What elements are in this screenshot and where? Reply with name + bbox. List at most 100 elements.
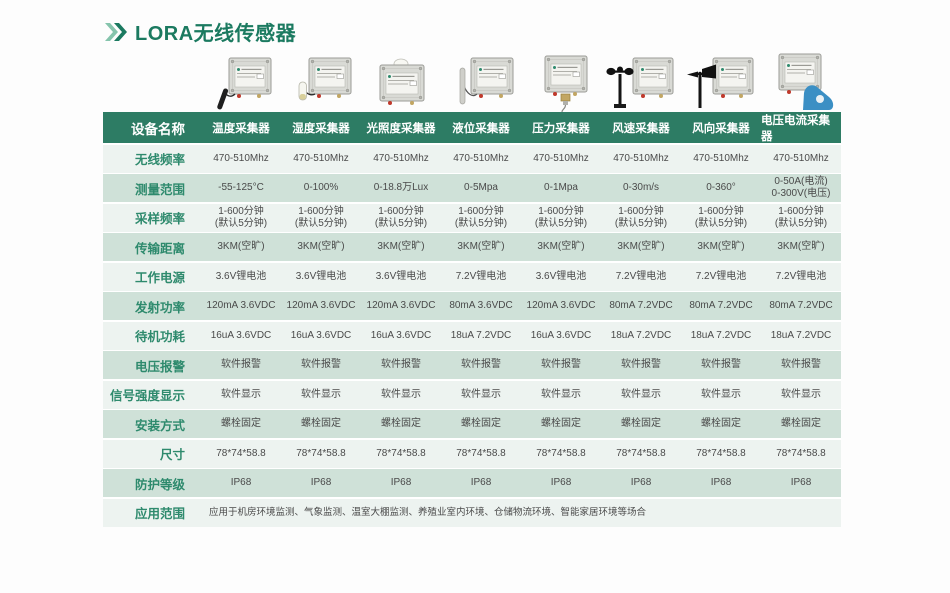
row-0-col-0: 470-510Mhz (201, 144, 281, 173)
row-8-col-3: 软件显示 (441, 380, 521, 409)
row-7-col-7: 软件报警 (761, 351, 841, 379)
row-5-col-2: 120mA 3.6VDC (361, 292, 441, 320)
wind-speed-collector-image (601, 48, 681, 112)
row-1-col-2: 0-18.8万Lux (361, 174, 441, 202)
row-11-col-2: IP68 (361, 469, 441, 497)
row-7-col-2: 软件报警 (361, 351, 441, 379)
row-8-col-4: 软件显示 (521, 380, 601, 409)
row-label-11: 防护等级 (103, 469, 201, 497)
row-8-col-7: 软件显示 (761, 380, 841, 409)
row-label-12: 应用范围 (103, 498, 201, 527)
row-3-col-0: 3KM(空旷) (201, 233, 281, 261)
row-7-col-5: 软件报警 (601, 351, 681, 379)
row-10-col-0: 78*74*58.8 (201, 439, 281, 468)
row-1-col-3: 0-5Mpa (441, 174, 521, 202)
row-6-col-6: 18uA 7.2VDC (681, 321, 761, 350)
row-5-col-5: 80mA 7.2VDC (601, 292, 681, 320)
light-collector-image (361, 48, 441, 112)
spec-table: 设备名称 温度采集器 湿度采集器 光照度采集器 液位采集器 压力采集器 风速采集器 风向采集器… (103, 112, 841, 527)
row-6-col-2: 16uA 3.6VDC (361, 321, 441, 350)
row-9-col-4: 螺栓固定 (521, 410, 601, 438)
row-10-col-3: 78*74*58.8 (441, 439, 521, 468)
row-0-col-6: 470-510Mhz (681, 144, 761, 173)
row-11-col-4: IP68 (521, 469, 601, 497)
row-9-col-3: 螺栓固定 (441, 410, 521, 438)
row-2-col-6: 1-600分钟 (默认5分钟) (681, 203, 761, 232)
header-2: 湿度采集器 (281, 112, 361, 143)
row-9-col-1: 螺栓固定 (281, 410, 361, 438)
row-11-col-1: IP68 (281, 469, 361, 497)
header-7: 风向采集器 (681, 112, 761, 143)
wind-direction-collector-image (681, 48, 761, 112)
row-1-col-0: -55-125°C (201, 174, 281, 202)
row-label-3: 传输距离 (103, 233, 201, 261)
temperature-collector-image (201, 48, 281, 112)
row-1-col-1: 0-100% (281, 174, 361, 202)
row-11-col-3: IP68 (441, 469, 521, 497)
row-4-col-7: 7.2V锂电池 (761, 262, 841, 291)
header-device-name: 设备名称 (103, 112, 201, 143)
row-4-col-4: 3.6V锂电池 (521, 262, 601, 291)
row-10-col-5: 78*74*58.8 (601, 439, 681, 468)
row-2-col-5: 1-600分钟 (默认5分钟) (601, 203, 681, 232)
row-label-1: 测量范围 (103, 174, 201, 202)
row-3-col-4: 3KM(空旷) (521, 233, 601, 261)
row-7-col-6: 软件报警 (681, 351, 761, 379)
row-4-col-3: 7.2V锂电池 (441, 262, 521, 291)
row-3-col-5: 3KM(空旷) (601, 233, 681, 261)
row-10-col-2: 78*74*58.8 (361, 439, 441, 468)
header-3: 光照度采集器 (361, 112, 441, 143)
row-9-col-5: 螺栓固定 (601, 410, 681, 438)
header-6: 风速采集器 (601, 112, 681, 143)
row-6-col-1: 16uA 3.6VDC (281, 321, 361, 350)
row-10-col-1: 78*74*58.8 (281, 439, 361, 468)
row-5-col-7: 80mA 7.2VDC (761, 292, 841, 320)
row-5-col-6: 80mA 7.2VDC (681, 292, 761, 320)
row-4-col-6: 7.2V锂电池 (681, 262, 761, 291)
header-5: 压力采集器 (521, 112, 601, 143)
row-label-2: 采样频率 (103, 203, 201, 232)
voltage-current-collector-image (761, 48, 841, 112)
header-4: 液位采集器 (441, 112, 521, 143)
row-6-col-0: 16uA 3.6VDC (201, 321, 281, 350)
row-8-col-1: 软件显示 (281, 380, 361, 409)
row-3-col-2: 3KM(空旷) (361, 233, 441, 261)
product-images-row (201, 48, 841, 112)
row-label-4: 工作电源 (103, 262, 201, 291)
row-11-col-0: IP68 (201, 469, 281, 497)
humidity-collector-image (281, 48, 361, 112)
header-8: 电压电流采集器 (761, 112, 841, 143)
row-10-col-7: 78*74*58.8 (761, 439, 841, 468)
row-9-col-0: 螺栓固定 (201, 410, 281, 438)
liquid-level-collector-image (441, 48, 521, 112)
page-title: LORA无线传感器 (103, 17, 296, 46)
row-12-span-value: 应用于机房环境监测、气象监测、温室大棚监测、养殖业室内环境、仓储物流环境、智能家… (201, 498, 841, 527)
row-4-col-5: 7.2V锂电池 (601, 262, 681, 291)
row-2-col-3: 1-600分钟 (默认5分钟) (441, 203, 521, 232)
row-8-col-5: 软件显示 (601, 380, 681, 409)
row-2-col-4: 1-600分钟 (默认5分钟) (521, 203, 601, 232)
row-7-col-0: 软件报警 (201, 351, 281, 379)
row-7-col-4: 软件报警 (521, 351, 601, 379)
row-11-col-6: IP68 (681, 469, 761, 497)
row-7-col-3: 软件报警 (441, 351, 521, 379)
row-1-col-6: 0-360° (681, 174, 761, 202)
row-1-col-5: 0-30m/s (601, 174, 681, 202)
row-0-col-7: 470-510Mhz (761, 144, 841, 173)
row-2-col-1: 1-600分钟 (默认5分钟) (281, 203, 361, 232)
row-3-col-7: 3KM(空旷) (761, 233, 841, 261)
row-5-col-4: 120mA 3.6VDC (521, 292, 601, 320)
row-0-col-4: 470-510Mhz (521, 144, 601, 173)
row-1-col-7: 0-50A(电流) 0-300V(电压) (761, 174, 841, 202)
row-label-10: 尺寸 (103, 439, 201, 468)
row-label-0: 无线频率 (103, 144, 201, 173)
row-3-col-1: 3KM(空旷) (281, 233, 361, 261)
row-2-col-2: 1-600分钟 (默认5分钟) (361, 203, 441, 232)
row-0-col-3: 470-510Mhz (441, 144, 521, 173)
row-10-col-6: 78*74*58.8 (681, 439, 761, 468)
row-label-8: 信号强度显示 (103, 380, 201, 409)
row-4-col-0: 3.6V锂电池 (201, 262, 281, 291)
row-3-col-3: 3KM(空旷) (441, 233, 521, 261)
row-label-9: 安装方式 (103, 410, 201, 438)
